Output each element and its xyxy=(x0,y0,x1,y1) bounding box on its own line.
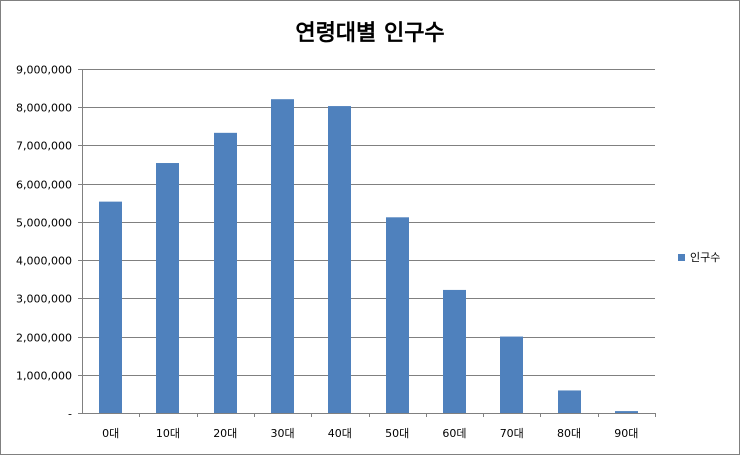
legend-swatch xyxy=(678,253,685,261)
bar xyxy=(386,217,409,413)
y-tick-label: 2,000,000 xyxy=(16,332,72,345)
y-tick-label: 3,000,000 xyxy=(16,293,72,306)
y-tick-label: 6,000,000 xyxy=(16,179,72,192)
bar xyxy=(156,163,179,413)
legend-label: 인구수 xyxy=(690,251,721,264)
y-tick-label: 1,000,000 xyxy=(16,370,72,383)
x-tick-label: 70대 xyxy=(500,427,524,440)
y-tick-label: 4,000,000 xyxy=(16,255,72,268)
bar xyxy=(443,289,466,413)
x-tick-label: 0대 xyxy=(102,427,119,440)
y-tick-label: 5,000,000 xyxy=(16,217,72,230)
x-tick-label: 20대 xyxy=(213,427,237,440)
bar xyxy=(500,336,523,413)
bar xyxy=(99,201,122,413)
bar xyxy=(558,390,581,413)
bar xyxy=(214,132,237,413)
bar xyxy=(615,411,638,413)
y-tick-label: - xyxy=(68,408,72,421)
y-tick-label: 7,000,000 xyxy=(16,140,72,153)
x-tick-label: 40대 xyxy=(328,427,352,440)
bar xyxy=(271,99,294,413)
bar xyxy=(328,106,351,413)
chart-title: 연령대별 인구수 xyxy=(295,21,445,46)
x-tick-label: 50대 xyxy=(385,427,409,440)
x-tick-label: 30대 xyxy=(270,427,294,440)
x-tick-label: 90대 xyxy=(614,427,638,440)
x-tick-label: 60데 xyxy=(442,427,466,440)
x-tick-label: 80대 xyxy=(557,427,581,440)
legend: 인구수 xyxy=(678,249,720,265)
y-tick-label: 8,000,000 xyxy=(16,102,72,115)
x-tick-label: 10대 xyxy=(156,427,180,440)
y-tick-label: 9,000,000 xyxy=(16,64,72,77)
